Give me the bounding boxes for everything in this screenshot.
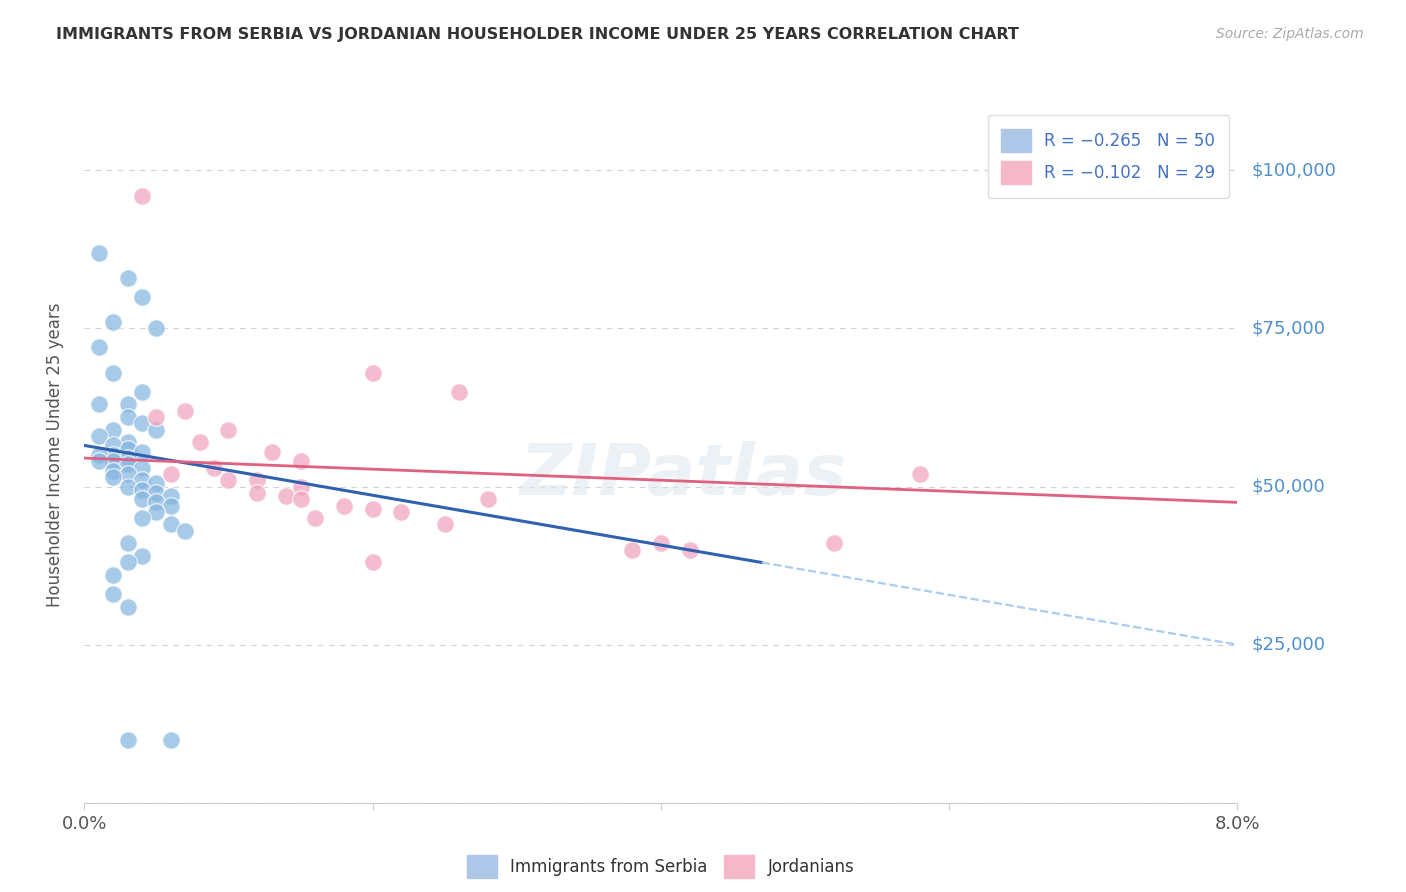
Point [679,542,702,557]
Point [202,460,225,475]
Point [217,423,239,437]
Point [131,290,153,304]
Point [131,460,153,475]
Point [131,384,153,399]
Point [87,397,110,411]
Text: $25,000: $25,000 [1251,636,1326,654]
Point [117,536,139,550]
Text: $75,000: $75,000 [1251,319,1326,337]
Point [332,499,354,513]
Y-axis label: Householder Income Under 25 years: Householder Income Under 25 years [45,302,63,607]
Point [361,556,384,570]
Point [131,549,153,563]
Point [117,599,139,614]
Point [160,499,183,513]
Point [217,473,239,487]
Point [131,444,153,458]
Point [117,442,139,456]
Point [145,505,167,519]
Text: ZIPatlas: ZIPatlas [520,442,848,510]
Point [389,505,413,519]
Point [477,492,499,507]
Legend: Immigrants from Serbia, Jordanians: Immigrants from Serbia, Jordanians [460,848,862,885]
Point [117,458,139,472]
Point [246,486,269,500]
Point [103,568,124,582]
Point [103,470,124,484]
Point [103,454,124,468]
Text: $100,000: $100,000 [1251,161,1336,179]
Point [117,270,139,285]
Point [908,467,931,481]
Point [274,489,298,503]
Point [131,511,153,525]
Point [621,542,644,557]
Point [145,495,167,509]
Point [145,409,167,424]
Point [290,479,312,493]
Point [160,732,183,747]
Point [87,245,110,260]
Point [103,366,124,380]
Point [87,340,110,354]
Point [103,464,124,478]
Point [103,438,124,452]
Point [650,536,672,550]
Point [117,451,139,466]
Point [145,486,167,500]
Point [361,501,384,516]
Point [131,188,153,202]
Text: IMMIGRANTS FROM SERBIA VS JORDANIAN HOUSEHOLDER INCOME UNDER 25 YEARS CORRELATIO: IMMIGRANTS FROM SERBIA VS JORDANIAN HOUS… [56,27,1019,42]
Point [246,473,269,487]
Point [117,556,139,570]
Text: $50,000: $50,000 [1251,477,1324,496]
Point [145,321,167,335]
Point [160,517,183,532]
Point [103,448,124,462]
Point [103,587,124,601]
Point [145,476,167,491]
Point [117,435,139,450]
Point [117,409,139,424]
Point [174,524,197,538]
Point [304,511,326,525]
Point [131,417,153,431]
Point [117,479,139,493]
Point [131,492,153,507]
Point [160,467,183,481]
Point [131,483,153,497]
Point [87,448,110,462]
Point [87,454,110,468]
Point [117,467,139,481]
Point [87,429,110,443]
Point [433,517,456,532]
Point [103,423,124,437]
Point [145,423,167,437]
Point [290,492,312,507]
Point [117,397,139,411]
Point [188,435,211,450]
Point [131,473,153,487]
Point [290,454,312,468]
Point [117,732,139,747]
Point [174,403,197,417]
Point [103,315,124,329]
Text: Source: ZipAtlas.com: Source: ZipAtlas.com [1216,27,1364,41]
Point [823,536,845,550]
Point [160,489,183,503]
Point [447,384,470,399]
Point [260,444,283,458]
Point [361,366,384,380]
